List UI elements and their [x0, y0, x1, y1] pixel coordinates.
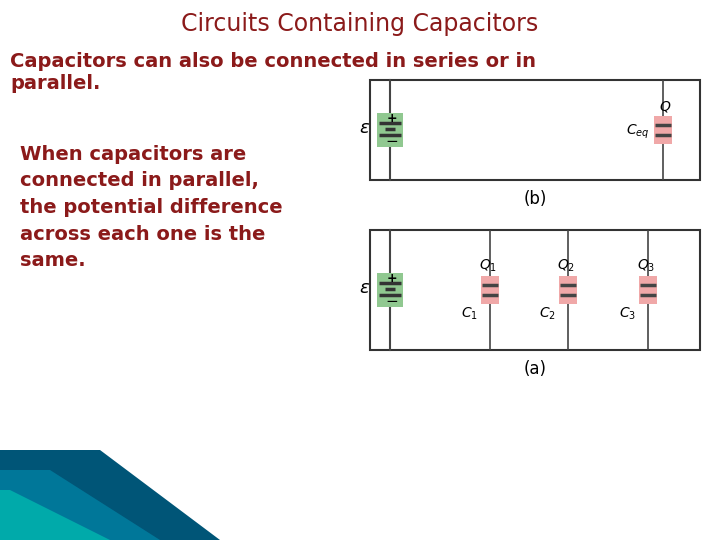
Bar — [370, 80, 700, 180]
Text: +: + — [387, 111, 397, 125]
Bar — [377, 273, 403, 307]
Text: $Q$: $Q$ — [659, 99, 671, 114]
Bar — [559, 276, 577, 304]
Text: When capacitors are
connected in parallel,
the potential difference
across each : When capacitors are connected in paralle… — [20, 145, 283, 270]
Bar — [639, 276, 657, 304]
Text: Capacitors can also be connected in series or in
parallel.: Capacitors can also be connected in seri… — [10, 52, 536, 93]
Text: $Q_1$: $Q_1$ — [479, 258, 497, 274]
Text: −: − — [386, 133, 398, 148]
Text: (b): (b) — [523, 190, 546, 208]
Polygon shape — [0, 450, 220, 540]
Text: −: − — [386, 294, 398, 308]
Bar — [377, 113, 403, 147]
Text: $Q_2$: $Q_2$ — [557, 258, 575, 274]
Text: $C_2$: $C_2$ — [539, 306, 556, 322]
Bar — [654, 116, 672, 144]
Text: $\varepsilon$: $\varepsilon$ — [359, 279, 370, 297]
Text: Circuits Containing Capacitors: Circuits Containing Capacitors — [181, 12, 539, 36]
Text: $\varepsilon$: $\varepsilon$ — [359, 119, 370, 137]
Bar — [481, 276, 499, 304]
Text: $C_{eq}$: $C_{eq}$ — [626, 123, 649, 141]
Polygon shape — [0, 490, 110, 540]
Text: $C_3$: $C_3$ — [619, 306, 636, 322]
Bar — [370, 230, 700, 350]
Text: $C_1$: $C_1$ — [461, 306, 478, 322]
Polygon shape — [0, 470, 160, 540]
Text: $Q_3$: $Q_3$ — [637, 258, 655, 274]
Text: +: + — [387, 272, 397, 285]
Text: (a): (a) — [523, 360, 546, 378]
